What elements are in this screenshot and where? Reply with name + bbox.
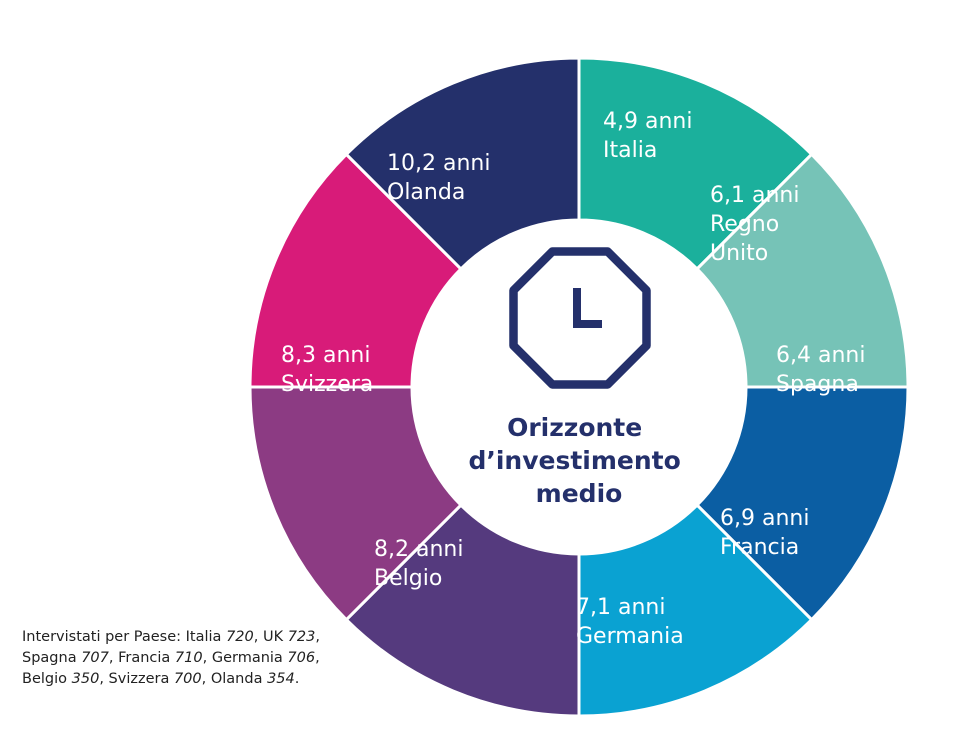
respondents-footnote: Intervistati per Paese: Italia 720, UK 7…	[22, 627, 322, 690]
segment-country-label: Germania	[576, 624, 684, 649]
footnote-separator: ,	[253, 629, 263, 645]
footnote-count: 723	[287, 629, 316, 645]
segment-label: 8,3 anni Svizzera	[281, 343, 373, 397]
footnote-separator: ,	[202, 650, 212, 666]
footnote-count: 354	[267, 671, 295, 687]
segment-value-label: 6,4 anni	[776, 343, 865, 368]
footnote-count: 706	[287, 650, 316, 666]
segment-country-label: Svizzera	[281, 372, 373, 397]
segment-label: 8,2 anni Belgio	[374, 537, 463, 591]
segment-value-label: 4,9 anni	[603, 109, 692, 134]
segment-value-label: 6,1 anni	[710, 183, 799, 208]
footnote-country: Francia	[118, 650, 175, 666]
center-title: Orizzonte d’investimento medio	[468, 413, 689, 508]
segment-label: 4,9 anni Italia	[603, 109, 692, 163]
footnote-country: UK	[262, 629, 288, 645]
footnote-country: Germania	[211, 650, 288, 666]
segment-label: 7,1 anni Germania	[576, 595, 684, 649]
center-title-line: d’investimento	[468, 446, 680, 475]
segment-labels: 4,9 anni Italia 6,1 anni Regno Unito 6,4 anni…	[281, 109, 865, 649]
segment-country-label: Belgio	[374, 566, 442, 591]
center-title-line: medio	[536, 479, 623, 508]
footnote-country: Olanda	[210, 671, 268, 687]
segment-label: 6,1 anni Regno Unito	[710, 183, 799, 266]
segment-value-label: 7,1 anni	[576, 595, 665, 620]
footnote-separator: ,	[99, 671, 109, 687]
clock-outline	[509, 247, 651, 389]
segment-value-label: 8,2 anni	[374, 537, 463, 562]
footnote-separator: ,	[315, 650, 320, 666]
center-title-line: Orizzonte	[507, 413, 642, 442]
segment-country-label: Francia	[720, 535, 799, 560]
segment-country-label: Unito	[710, 241, 768, 266]
footnote-count: 720	[226, 629, 254, 645]
segment-country-label: Spagna	[776, 372, 859, 397]
segment-label: 10,2 anni Olanda	[387, 151, 490, 205]
footnote-count: 710	[174, 650, 203, 666]
clock-hands	[573, 288, 602, 328]
footnote-prefix: Intervistati per Paese:	[22, 629, 186, 645]
footnote-count: 700	[173, 671, 202, 687]
clock-icon	[509, 247, 651, 389]
footnote-country: Italia	[185, 629, 227, 645]
segment-value-label: 10,2 anni	[387, 151, 490, 176]
footnote-country: Belgio	[22, 671, 72, 687]
footnote-separator: ,	[108, 650, 119, 666]
segment-country-label: Italia	[603, 138, 657, 163]
footnote-count: 707	[81, 650, 109, 666]
footnote-country: Spagna	[22, 650, 82, 666]
segment-value-label: 6,9 anni	[720, 506, 809, 531]
segment-country-label: Olanda	[387, 180, 465, 205]
footnote-count: 350	[71, 671, 100, 687]
segments	[248, 56, 910, 718]
footnote-separator: ,	[315, 629, 320, 645]
footnote-country: Svizzera	[108, 671, 174, 687]
segment-country-label: Regno	[710, 212, 779, 237]
segment-value-label: 8,3 anni	[281, 343, 370, 368]
footnote-separator: ,	[201, 671, 211, 687]
footnote-separator: .	[294, 671, 300, 687]
segment-label: 6,9 anni Francia	[720, 506, 809, 560]
segment-label: 6,4 anni Spagna	[776, 343, 865, 397]
